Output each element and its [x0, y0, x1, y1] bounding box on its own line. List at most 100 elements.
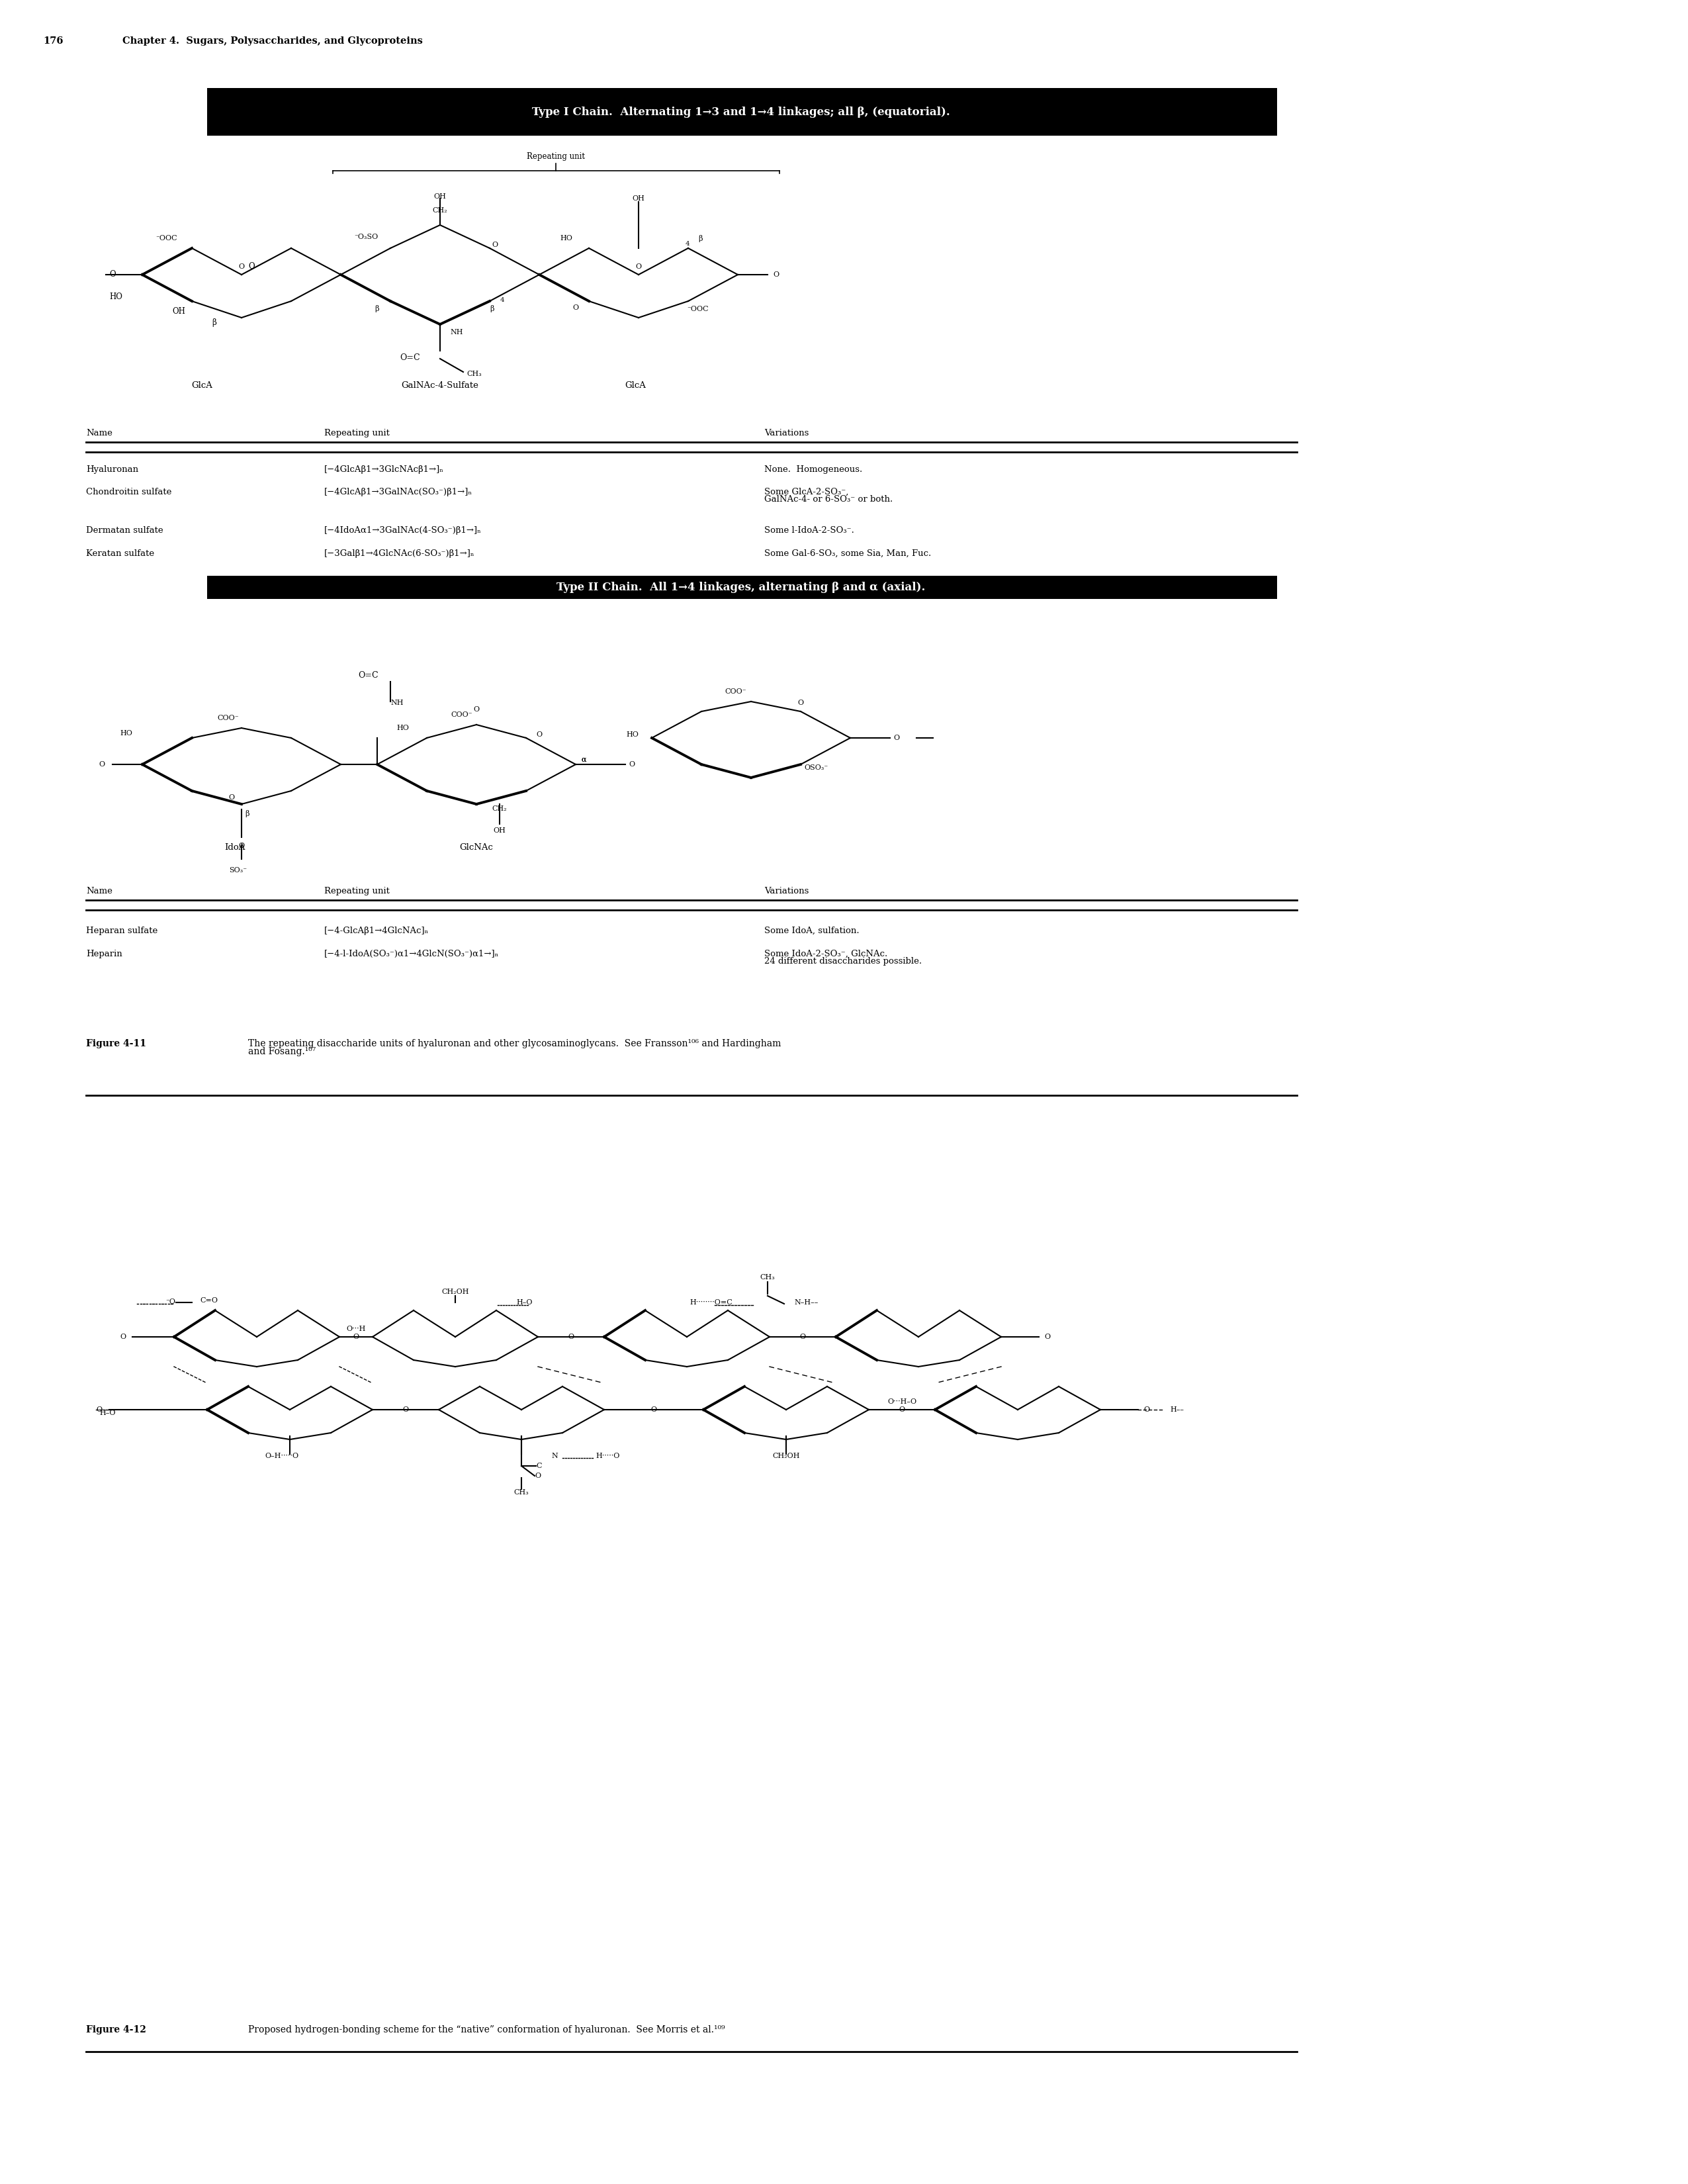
- Text: ⁻O₃SO: ⁻O₃SO: [354, 234, 378, 240]
- Text: O: O: [353, 1334, 360, 1341]
- Text: Some Gal-6-SO₃, some Sia, Man, Fuc.: Some Gal-6-SO₃, some Sia, Man, Fuc.: [765, 550, 932, 557]
- Text: C=O: C=O: [199, 1297, 218, 1304]
- Text: COO⁻: COO⁻: [726, 688, 746, 695]
- Text: O: O: [238, 843, 245, 850]
- Text: OH: OH: [172, 306, 186, 314]
- Text: O···H–O: O···H–O: [888, 1398, 917, 1404]
- Text: H········O=C: H········O=C: [690, 1299, 733, 1306]
- Text: O: O: [773, 271, 778, 277]
- Text: α: α: [581, 756, 586, 762]
- Text: O: O: [572, 304, 579, 310]
- Text: IdoA: IdoA: [225, 843, 245, 852]
- Text: O: O: [96, 1406, 103, 1413]
- Text: Type I Chain.  Alternating 1→3 and 1→4 linkages; all β, (equatorial).: Type I Chain. Alternating 1→3 and 1→4 li…: [532, 107, 950, 118]
- Text: O–H·····O: O–H·····O: [265, 1452, 299, 1459]
- Text: O: O: [120, 1334, 125, 1341]
- Text: GlcA: GlcA: [191, 380, 213, 389]
- Text: 176: 176: [42, 37, 62, 46]
- Text: Variations: Variations: [765, 428, 809, 437]
- Text: O: O: [537, 732, 542, 738]
- Text: O: O: [1045, 1334, 1050, 1341]
- Text: HO: HO: [397, 725, 408, 732]
- Text: N: N: [552, 1452, 557, 1459]
- Text: O: O: [900, 1406, 905, 1413]
- Text: O: O: [569, 1334, 574, 1341]
- Text: Chapter 4.  Sugars, Polysaccharides, and Glycoproteins: Chapter 4. Sugars, Polysaccharides, and …: [123, 37, 422, 46]
- Text: 4: 4: [500, 297, 505, 304]
- Text: Hyaluronan: Hyaluronan: [86, 465, 138, 474]
- Text: Dermatan sulfate: Dermatan sulfate: [86, 526, 164, 535]
- Text: C: C: [537, 1463, 542, 1470]
- Text: Proposed hydrogen-bonding scheme for the “native” conformation of hyaluronan.  S: Proposed hydrogen-bonding scheme for the…: [248, 2025, 724, 2035]
- Text: SO₃⁻: SO₃⁻: [230, 867, 246, 874]
- Text: H·····O: H·····O: [596, 1452, 619, 1459]
- Text: OH: OH: [633, 194, 645, 201]
- Text: GlcNAc: GlcNAc: [459, 843, 493, 852]
- Text: O=C: O=C: [400, 354, 420, 363]
- Text: [−4-l-IdoA(SO₃⁻)α1→4GlcN(SO₃⁻)α1→]ₙ: [−4-l-IdoA(SO₃⁻)α1→4GlcN(SO₃⁻)α1→]ₙ: [324, 950, 500, 959]
- Text: Heparan sulfate: Heparan sulfate: [86, 926, 157, 935]
- Text: Repeating unit: Repeating unit: [324, 428, 390, 437]
- Text: Variations: Variations: [765, 887, 809, 895]
- Text: O: O: [628, 760, 635, 769]
- Text: O: O: [473, 705, 479, 712]
- Text: O: O: [635, 264, 641, 271]
- Text: 4: 4: [685, 240, 689, 247]
- Text: Type II Chain.  All 1→4 linkages, alternating β and α (axial).: Type II Chain. All 1→4 linkages, alterna…: [557, 583, 925, 594]
- Text: ⁻O: ⁻O: [165, 1299, 176, 1306]
- Text: ⁻OOC: ⁻OOC: [155, 236, 177, 242]
- Text: β: β: [490, 306, 495, 312]
- Text: HO: HO: [560, 236, 572, 242]
- Text: Repeating unit: Repeating unit: [527, 153, 586, 162]
- Text: β: β: [699, 234, 702, 242]
- Text: Some IdoA, sulfation.: Some IdoA, sulfation.: [765, 926, 859, 935]
- Text: CH₃: CH₃: [760, 1273, 775, 1280]
- Text: H–O: H–O: [100, 1409, 116, 1415]
- Text: Heparin: Heparin: [86, 950, 122, 959]
- Text: CH₃: CH₃: [513, 1489, 528, 1496]
- Text: O: O: [652, 1406, 657, 1413]
- Text: None.  Homogeneous.: None. Homogeneous.: [765, 465, 863, 474]
- Text: β: β: [245, 810, 250, 817]
- Text: O: O: [98, 760, 105, 769]
- Text: O: O: [1143, 1406, 1150, 1413]
- Text: H–O: H–O: [517, 1299, 532, 1306]
- Text: [−4IdoAα1→3GalNAc(4-SO₃⁻)β1→]ₙ: [−4IdoAα1→3GalNAc(4-SO₃⁻)β1→]ₙ: [324, 526, 481, 535]
- Text: HO: HO: [110, 293, 123, 301]
- Text: O=C: O=C: [358, 670, 378, 679]
- Text: O: O: [893, 734, 900, 740]
- Text: CH₃: CH₃: [466, 371, 481, 378]
- Text: COO⁻: COO⁻: [451, 712, 473, 719]
- Text: CH₂: CH₂: [432, 207, 447, 214]
- Text: 24 different disaccharides possible.: 24 different disaccharides possible.: [765, 957, 922, 965]
- Text: Name: Name: [86, 428, 113, 437]
- Text: β: β: [211, 319, 216, 328]
- Text: Repeating unit: Repeating unit: [324, 887, 390, 895]
- Text: [−4GlcAβ1→3GlcNAcβ1→]ₙ: [−4GlcAβ1→3GlcNAcβ1→]ₙ: [324, 465, 444, 474]
- Text: Chondroitin sulfate: Chondroitin sulfate: [86, 487, 172, 496]
- Text: O: O: [110, 271, 116, 280]
- Text: OH: OH: [493, 828, 506, 834]
- Text: Keratan sulfate: Keratan sulfate: [86, 550, 154, 557]
- Text: O: O: [798, 699, 803, 705]
- Text: NH: NH: [451, 330, 463, 336]
- Text: and Fosang.¹⁰⁷: and Fosang.¹⁰⁷: [248, 1048, 316, 1057]
- Text: H––: H––: [1170, 1406, 1183, 1413]
- Text: [−4GlcAβ1→3GalNAc(SO₃⁻)β1→]ₙ: [−4GlcAβ1→3GalNAc(SO₃⁻)β1→]ₙ: [324, 487, 473, 496]
- Text: Some l-IdoA-2-SO₃⁻.: Some l-IdoA-2-SO₃⁻.: [765, 526, 854, 535]
- Text: OH: OH: [434, 192, 446, 201]
- Text: CH₂OH: CH₂OH: [773, 1452, 800, 1459]
- Text: GalNAc-4-Sulfate: GalNAc-4-Sulfate: [402, 380, 479, 389]
- Text: ⁻OOC: ⁻OOC: [687, 306, 709, 312]
- Text: HO: HO: [120, 729, 132, 736]
- Text: CH₂OH: CH₂OH: [442, 1289, 469, 1295]
- Text: OSO₃⁻: OSO₃⁻: [803, 764, 827, 771]
- Text: Figure 4-11: Figure 4-11: [86, 1040, 147, 1048]
- Text: CH₂: CH₂: [493, 806, 506, 812]
- Text: Figure 4-12: Figure 4-12: [86, 2025, 147, 2035]
- Text: O: O: [491, 242, 498, 249]
- Text: N–H––: N–H––: [793, 1299, 819, 1306]
- Text: HO: HO: [626, 732, 638, 738]
- Text: Some IdoA-2-SO₃⁻, GlcNAc.: Some IdoA-2-SO₃⁻, GlcNAc.: [765, 950, 888, 959]
- Text: GlcA: GlcA: [625, 380, 647, 389]
